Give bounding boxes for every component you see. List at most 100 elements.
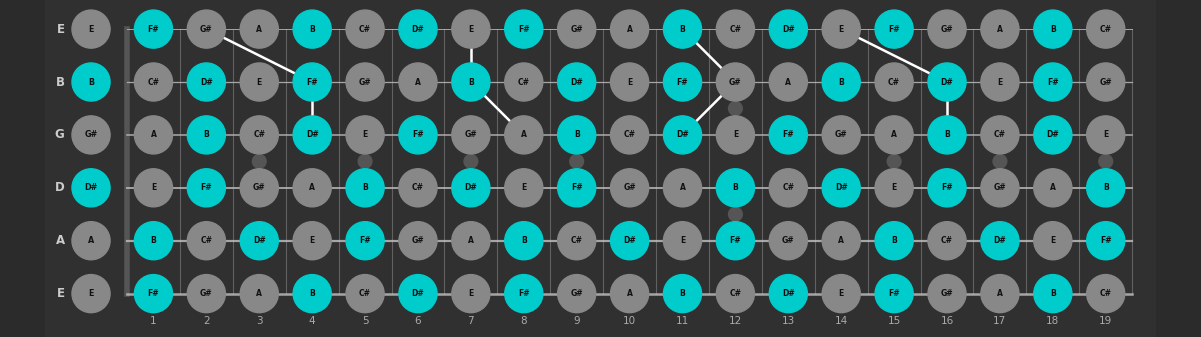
Text: D#: D# — [306, 130, 318, 140]
Circle shape — [1034, 169, 1071, 207]
Text: C#: C# — [359, 289, 371, 298]
Circle shape — [399, 169, 437, 207]
Circle shape — [876, 116, 913, 154]
Text: E: E — [627, 78, 632, 87]
Circle shape — [663, 63, 701, 101]
Text: D#: D# — [782, 289, 795, 298]
Text: A: A — [627, 289, 633, 298]
Circle shape — [399, 10, 437, 48]
Circle shape — [823, 63, 860, 101]
Text: A: A — [150, 130, 156, 140]
Text: E: E — [891, 183, 897, 192]
Text: F#: F# — [412, 130, 424, 140]
Text: E: E — [310, 236, 315, 245]
Text: G#: G# — [623, 183, 635, 192]
Text: G#: G# — [201, 25, 213, 34]
Circle shape — [293, 10, 331, 48]
Text: B: B — [891, 236, 897, 245]
Circle shape — [981, 275, 1018, 313]
Circle shape — [981, 10, 1018, 48]
Text: B: B — [88, 78, 94, 87]
Text: E: E — [151, 183, 156, 192]
Text: B: B — [310, 289, 315, 298]
Text: D#: D# — [993, 236, 1006, 245]
Circle shape — [240, 63, 279, 101]
Text: A: A — [416, 78, 420, 87]
Text: D#: D# — [940, 78, 954, 87]
Text: A: A — [468, 236, 474, 245]
Text: D#: D# — [201, 78, 213, 87]
Circle shape — [240, 169, 279, 207]
Circle shape — [252, 154, 267, 168]
Circle shape — [876, 63, 913, 101]
Circle shape — [504, 63, 543, 101]
Text: B: B — [468, 78, 473, 87]
Text: 14: 14 — [835, 316, 848, 326]
Circle shape — [240, 222, 279, 260]
Circle shape — [187, 10, 226, 48]
Circle shape — [823, 116, 860, 154]
Text: D#: D# — [623, 236, 637, 245]
Circle shape — [770, 222, 807, 260]
Circle shape — [72, 275, 110, 313]
Text: 6: 6 — [414, 316, 422, 326]
Circle shape — [1087, 169, 1125, 207]
Text: A: A — [256, 289, 262, 298]
Text: B: B — [574, 130, 580, 140]
Text: F#: F# — [783, 130, 794, 140]
Text: F#: F# — [359, 236, 371, 245]
Text: F#: F# — [1100, 236, 1112, 245]
Text: C#: C# — [994, 130, 1006, 140]
Text: B: B — [838, 78, 844, 87]
Text: F#: F# — [729, 236, 741, 245]
Text: G#: G# — [412, 236, 424, 245]
Circle shape — [504, 169, 543, 207]
Circle shape — [823, 10, 860, 48]
Text: 9: 9 — [573, 316, 580, 326]
Circle shape — [1087, 63, 1125, 101]
Text: F#: F# — [676, 78, 688, 87]
Text: 17: 17 — [993, 316, 1006, 326]
Circle shape — [823, 169, 860, 207]
Text: G#: G# — [1099, 78, 1112, 87]
Text: C#: C# — [729, 25, 741, 34]
Text: D#: D# — [84, 183, 97, 192]
Text: A: A — [997, 25, 1003, 34]
Text: F#: F# — [148, 25, 160, 34]
Text: 1: 1 — [150, 316, 157, 326]
Circle shape — [293, 116, 331, 154]
Text: A: A — [838, 236, 844, 245]
Circle shape — [557, 10, 596, 48]
Text: E: E — [680, 236, 685, 245]
Circle shape — [716, 63, 754, 101]
Circle shape — [240, 275, 279, 313]
Text: B: B — [55, 75, 65, 89]
Text: F#: F# — [570, 183, 582, 192]
Text: B: B — [1103, 183, 1109, 192]
Circle shape — [770, 63, 807, 101]
Circle shape — [452, 275, 490, 313]
Text: D#: D# — [782, 25, 795, 34]
Circle shape — [610, 222, 649, 260]
Circle shape — [981, 63, 1018, 101]
Text: F#: F# — [518, 289, 530, 298]
Circle shape — [1034, 275, 1071, 313]
FancyBboxPatch shape — [42, 0, 1159, 337]
Text: 13: 13 — [782, 316, 795, 326]
Circle shape — [399, 275, 437, 313]
Circle shape — [663, 116, 701, 154]
Circle shape — [1099, 154, 1112, 168]
Circle shape — [610, 63, 649, 101]
Text: G#: G# — [253, 183, 265, 192]
Circle shape — [240, 10, 279, 48]
Circle shape — [876, 10, 913, 48]
Circle shape — [663, 275, 701, 313]
Circle shape — [346, 169, 384, 207]
Text: D#: D# — [676, 130, 689, 140]
Circle shape — [1087, 116, 1125, 154]
Circle shape — [399, 222, 437, 260]
Circle shape — [876, 222, 913, 260]
Circle shape — [928, 116, 966, 154]
Circle shape — [770, 169, 807, 207]
Text: C#: C# — [253, 130, 265, 140]
